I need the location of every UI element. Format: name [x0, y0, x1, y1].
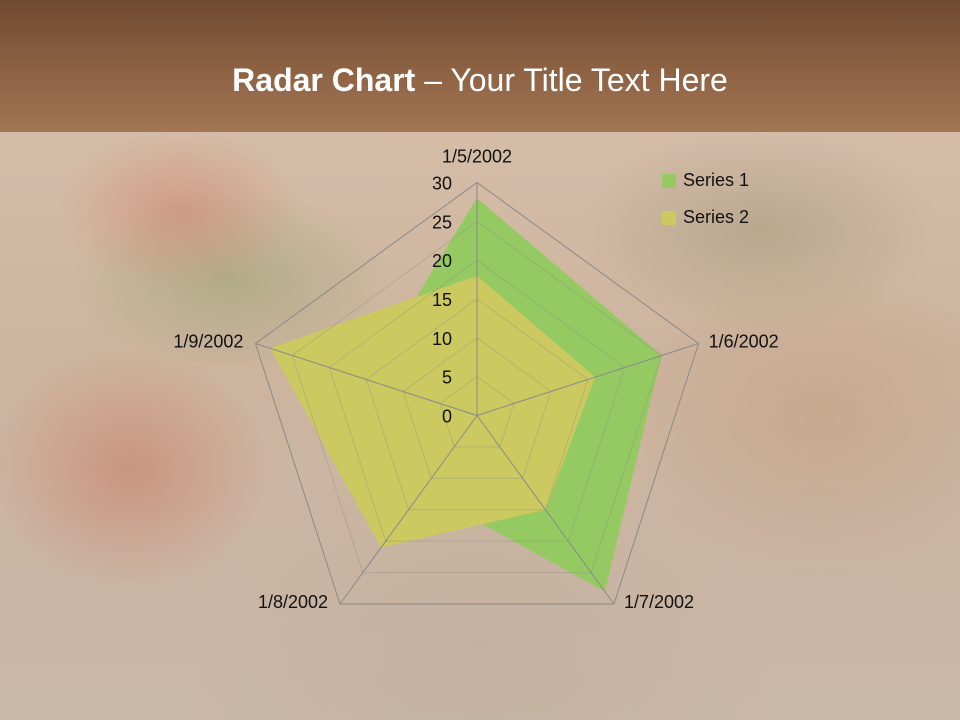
- tick-label: 15: [432, 290, 452, 310]
- series-2-area: [270, 275, 596, 548]
- title-bold: Radar Chart: [232, 62, 416, 98]
- category-label: 1/7/2002: [624, 592, 694, 612]
- legend: Series 1 Series 2: [662, 162, 749, 236]
- category-label: 1/5/2002: [442, 147, 512, 167]
- axis-spoke: [339, 415, 478, 605]
- grid-ring: [365, 298, 589, 511]
- legend-label: Series 2: [683, 207, 750, 227]
- grid-ring: [254, 181, 700, 605]
- tick-label: 25: [432, 212, 452, 232]
- axis-spoke: [476, 415, 615, 605]
- legend-label: Series 1: [683, 170, 750, 190]
- title-rest: – Your Title Text Here: [415, 62, 728, 98]
- tick-label: 30: [432, 174, 452, 194]
- slide-title: Radar Chart – Your Title Text Here: [0, 62, 960, 99]
- tick-label: 10: [432, 329, 452, 349]
- legend-item-series-2: Series 2: [662, 199, 749, 236]
- grid-ring: [291, 220, 663, 574]
- category-label: 1/9/2002: [173, 331, 243, 351]
- category-label: 1/6/2002: [709, 331, 779, 351]
- title-band: [0, 0, 960, 132]
- tick-label: 0: [442, 407, 452, 427]
- tick-label: 5: [442, 368, 452, 388]
- grid-ring: [328, 259, 626, 542]
- legend-swatch: [662, 173, 676, 188]
- axis-spoke: [476, 343, 699, 416]
- legend-item-series-1: Series 1: [662, 162, 749, 199]
- grid-ring: [402, 337, 552, 479]
- legend-swatch: [662, 210, 676, 225]
- tick-label: 20: [432, 251, 452, 271]
- category-label: 1/8/2002: [258, 592, 328, 612]
- grid-ring: [439, 376, 515, 448]
- axis-spoke: [255, 343, 478, 416]
